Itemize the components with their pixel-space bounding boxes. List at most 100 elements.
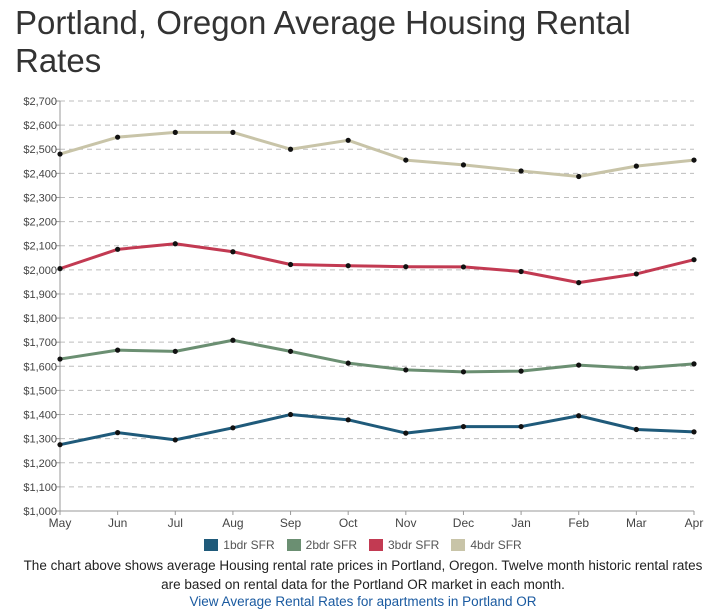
series-line	[59, 242, 695, 285]
rental-rates-link[interactable]: View Average Rental Rates for apartments…	[189, 594, 537, 609]
data-point	[460, 423, 467, 430]
series-3bdr-sfr	[57, 241, 697, 286]
legend-label: 1bdr SFR	[223, 538, 275, 552]
series-line	[59, 413, 695, 447]
series-4bdr-sfr	[57, 129, 697, 180]
data-point	[345, 360, 351, 366]
legend-label: 2bdr SFR	[305, 538, 357, 552]
data-point	[633, 271, 639, 277]
data-point	[287, 261, 294, 268]
x-tick-label: Feb	[568, 516, 589, 530]
data-point	[172, 129, 178, 135]
y-tick-label: $2,000	[23, 265, 57, 277]
data-point	[287, 411, 294, 418]
legend-item[interactable]: 2bdr SFR	[286, 538, 357, 552]
x-tick-label: Sep	[280, 516, 302, 530]
data-point	[345, 417, 351, 423]
data-point	[230, 425, 236, 431]
y-tick-label: $1,900	[23, 289, 57, 301]
legend-swatch	[451, 539, 466, 551]
data-point	[172, 348, 178, 354]
data-point	[633, 426, 639, 433]
data-point	[576, 362, 582, 368]
y-tick-label: $1,100	[23, 482, 57, 494]
data-point	[691, 429, 697, 435]
data-point	[287, 146, 294, 152]
data-point	[115, 347, 121, 353]
y-tick-label: $2,500	[23, 144, 57, 156]
x-tick-label: Mar	[626, 516, 647, 530]
series-1bdr-sfr	[57, 411, 697, 448]
data-point	[576, 280, 582, 286]
data-point	[403, 157, 409, 163]
legend-item[interactable]: 3bdr SFR	[369, 538, 439, 552]
data-point	[230, 337, 236, 343]
series-line	[59, 338, 695, 374]
data-point	[403, 367, 409, 373]
data-point	[230, 129, 236, 135]
data-point	[345, 137, 351, 143]
data-point	[460, 264, 467, 270]
y-tick-label: $2,600	[23, 120, 57, 132]
y-tick-label: $2,200	[23, 217, 57, 229]
y-axis: $1,000 $1,100 $1,200 $1,300 $1,400 $1,500 $1,6…	[23, 96, 61, 518]
data-point	[518, 168, 524, 174]
data-point	[691, 257, 697, 263]
y-tick-label: $2,700	[23, 96, 57, 108]
line-chart: $1,000 $1,100 $1,200 $1,300 $1,400 $1,500 $1,6…	[23, 96, 704, 530]
series-group	[57, 129, 697, 448]
data-point	[518, 268, 524, 275]
data-point	[115, 134, 121, 140]
legend-swatch	[204, 539, 219, 551]
legend: 1bdr SFR 2bdr SFR 3bdr SFR 4bdr SFR	[0, 538, 726, 552]
page-title: Portland, Oregon Average Housing Rental …	[15, 4, 631, 79]
x-tick-label: May	[49, 516, 72, 530]
data-point	[115, 246, 121, 252]
data-point	[460, 162, 467, 168]
x-tick-label: Oct	[339, 516, 358, 530]
data-point	[403, 264, 409, 270]
data-point	[345, 263, 351, 269]
x-tick-label: Apr	[685, 516, 704, 530]
y-tick-label: $1,500	[23, 385, 57, 397]
data-point	[230, 249, 236, 255]
data-point	[172, 437, 178, 443]
x-tick-label: Jun	[108, 516, 127, 530]
y-tick-label: $1,000	[23, 506, 57, 518]
data-point	[576, 173, 582, 180]
legend-swatch	[369, 539, 383, 551]
x-tick-label: Jan	[511, 516, 530, 530]
legend-label: 3bdr SFR	[388, 538, 440, 552]
y-tick-label: $1,800	[23, 313, 57, 325]
chart-caption: The chart above shows average Housing re…	[23, 558, 703, 592]
data-point	[57, 151, 63, 157]
x-axis: May Jun Jul Aug Sep Oct Nov Dec Jan Feb Mar Apr	[49, 510, 704, 530]
y-tick-label: $1,300	[23, 434, 57, 446]
y-tick-label: $2,100	[23, 241, 57, 253]
data-point	[57, 442, 63, 448]
legend-swatch	[286, 539, 301, 551]
x-tick-label: Dec	[453, 516, 474, 530]
data-point	[633, 365, 639, 371]
y-tick-label: $2,300	[23, 192, 57, 204]
legend-item[interactable]: 4bdr SFR	[451, 538, 522, 552]
series-line	[59, 130, 695, 178]
data-point	[576, 413, 582, 419]
y-tick-label: $1,400	[23, 410, 57, 422]
caption-link-line: View Average Rental Rates for apartments…	[0, 592, 726, 611]
data-point	[633, 163, 639, 169]
y-tick-label: $1,600	[23, 361, 57, 373]
data-point	[518, 368, 524, 374]
data-point	[172, 241, 178, 247]
y-tick-label: $1,200	[23, 458, 57, 470]
legend-item[interactable]: 1bdr SFR	[204, 538, 275, 552]
series-2bdr-sfr	[57, 337, 697, 375]
data-point	[287, 348, 294, 354]
x-tick-label: Jul	[168, 516, 183, 530]
grid-lines	[60, 100, 694, 488]
x-tick-label: Aug	[222, 516, 243, 530]
data-point	[57, 356, 63, 362]
x-tick-label: Nov	[395, 516, 416, 530]
data-point	[115, 430, 121, 436]
data-point	[57, 266, 63, 272]
